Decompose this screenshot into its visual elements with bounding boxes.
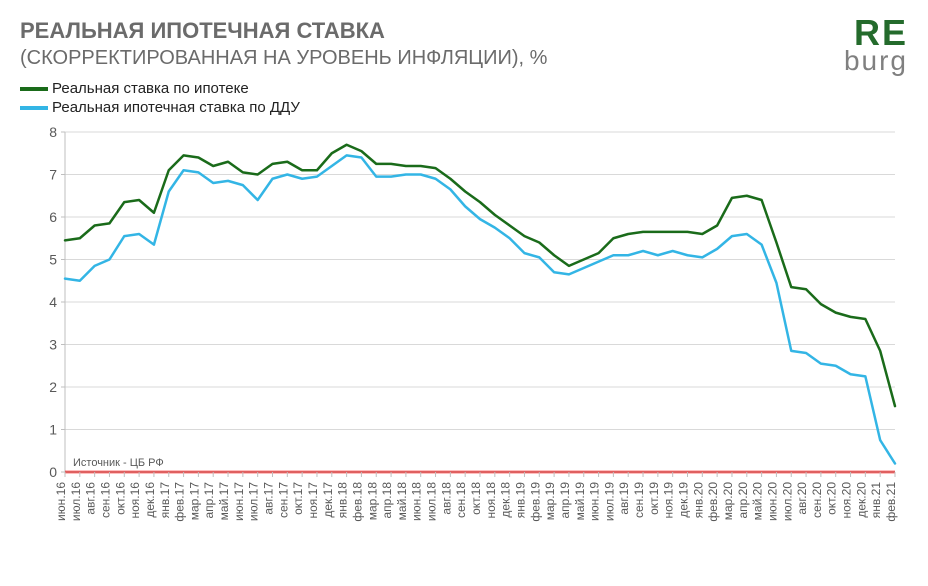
x-tick-label: июл.20	[780, 482, 794, 521]
x-tick-label: июл.19	[602, 482, 616, 521]
y-tick-label: 2	[49, 379, 57, 395]
x-tick-label: янв.18	[336, 482, 350, 519]
x-tick-label: дек.19	[677, 482, 691, 518]
x-tick-label: окт.17	[291, 482, 305, 515]
x-tick-label: фев.18	[350, 482, 364, 522]
x-tick-label: июл.17	[247, 482, 261, 521]
y-tick-label: 1	[49, 422, 57, 438]
chart-title: РЕАЛЬНАЯ ИПОТЕЧНАЯ СТАВКА	[20, 18, 844, 44]
chart-container: РЕАЛЬНАЯ ИПОТЕЧНАЯ СТАВКА (СКОРРЕКТИРОВА…	[0, 0, 928, 586]
header-row: РЕАЛЬНАЯ ИПОТЕЧНАЯ СТАВКА (СКОРРЕКТИРОВА…	[20, 18, 908, 72]
source-text: Источник - ЦБ РФ	[73, 457, 164, 469]
x-tick-label: авг.20	[795, 482, 809, 515]
chart-subtitle: (СКОРРЕКТИРОВАННАЯ НА УРОВЕНЬ ИНФЛЯЦИИ),…	[20, 46, 844, 70]
x-tick-label: янв.17	[158, 482, 172, 519]
y-tick-label: 4	[49, 294, 57, 310]
x-tick-label: дек.20	[854, 482, 868, 518]
x-tick-label: фев.20	[706, 482, 720, 522]
y-tick-label: 0	[49, 464, 57, 480]
x-tick-label: мар.17	[187, 482, 201, 521]
x-tick-label: июл.18	[425, 482, 439, 521]
x-tick-label: окт.16	[113, 482, 127, 515]
x-tick-label: мар.19	[543, 482, 557, 521]
legend-label-1: Реальная ипотечная ставка по ДДУ	[52, 99, 300, 116]
x-tick-label: мар.20	[721, 482, 735, 521]
x-tick-label: сен.16	[98, 482, 112, 518]
x-tick-label: май.18	[395, 482, 409, 521]
y-tick-label: 7	[49, 167, 57, 183]
y-tick-label: 6	[49, 209, 57, 225]
x-tick-label: июн.16	[54, 482, 68, 521]
x-tick-label: фев.17	[173, 482, 187, 522]
logo-top: RE	[844, 18, 908, 49]
x-tick-label: янв.21	[869, 482, 883, 519]
x-tick-label: сен.20	[810, 482, 824, 518]
x-tick-label: май.17	[217, 482, 231, 521]
x-tick-label: авг.17	[262, 482, 276, 515]
y-tick-label: 3	[49, 337, 57, 353]
logo-bottom: burg	[844, 49, 908, 73]
legend-swatch-1	[20, 106, 48, 110]
x-tick-label: фев.19	[528, 482, 542, 522]
x-tick-label: фев.21	[884, 482, 898, 522]
x-tick-label: авг.16	[84, 482, 98, 515]
x-tick-label: июн.20	[765, 482, 779, 521]
series-line-0	[65, 145, 895, 406]
x-tick-label: дек.18	[499, 482, 513, 518]
x-tick-label: апр.18	[380, 482, 394, 519]
y-tick-label: 5	[49, 252, 57, 268]
x-tick-label: янв.20	[691, 482, 705, 519]
legend-label-0: Реальная ставка по ипотеке	[52, 80, 249, 97]
x-tick-label: июн.19	[588, 482, 602, 521]
legend-swatch-0	[20, 87, 48, 91]
x-tick-label: июн.18	[410, 482, 424, 521]
x-tick-label: сен.19	[632, 482, 646, 518]
x-tick-label: окт.18	[469, 482, 483, 515]
legend-item-1: Реальная ипотечная ставка по ДДУ	[20, 99, 908, 116]
x-tick-label: ноя.16	[128, 482, 142, 519]
x-tick-label: авг.18	[439, 482, 453, 515]
x-tick-label: сен.18	[454, 482, 468, 518]
x-tick-label: апр.20	[736, 482, 750, 519]
y-tick-label: 8	[49, 124, 57, 140]
x-tick-label: окт.19	[647, 482, 661, 515]
x-tick-label: ноя.17	[306, 482, 320, 519]
x-tick-label: ноя.19	[662, 482, 676, 519]
x-tick-label: ноя.20	[840, 482, 854, 519]
x-tick-label: май.19	[573, 482, 587, 521]
x-tick-label: янв.19	[513, 482, 527, 519]
legend-item-0: Реальная ставка по ипотеке	[20, 80, 908, 97]
x-tick-label: окт.20	[825, 482, 839, 515]
x-tick-label: апр.19	[558, 482, 572, 519]
x-tick-label: май.20	[751, 482, 765, 521]
x-tick-label: дек.16	[143, 482, 157, 518]
title-block: РЕАЛЬНАЯ ИПОТЕЧНАЯ СТАВКА (СКОРРЕКТИРОВА…	[20, 18, 844, 70]
chart-area: 012345678июн.16июл.16авг.16сен.16окт.16н…	[20, 122, 908, 557]
x-tick-label: сен.17	[276, 482, 290, 518]
x-tick-label: мар.18	[365, 482, 379, 521]
x-tick-label: дек.17	[321, 482, 335, 518]
logo: RE burg	[844, 18, 908, 72]
chart-svg: 012345678июн.16июл.16авг.16сен.16окт.16н…	[20, 122, 908, 552]
x-tick-label: июн.17	[232, 482, 246, 521]
x-tick-label: апр.17	[202, 482, 216, 519]
legend: Реальная ставка по ипотеке Реальная ипот…	[20, 80, 908, 116]
x-tick-label: ноя.18	[484, 482, 498, 519]
x-tick-label: июл.16	[69, 482, 83, 521]
x-tick-label: авг.19	[617, 482, 631, 515]
